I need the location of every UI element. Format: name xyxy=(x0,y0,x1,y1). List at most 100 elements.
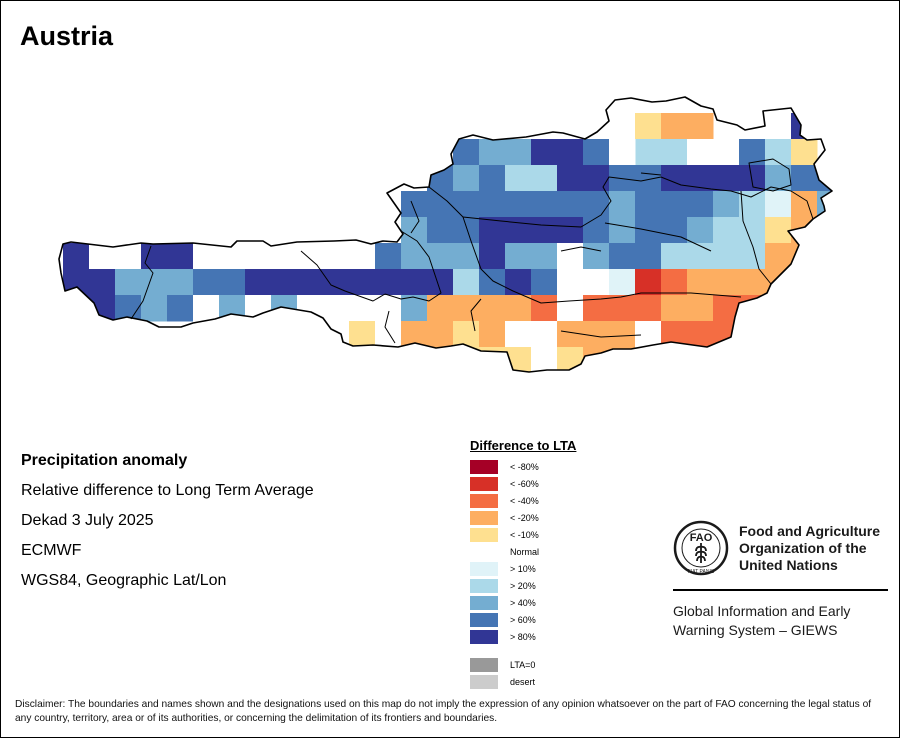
legend-title: Difference to LTA xyxy=(470,438,577,453)
grid-cell xyxy=(583,165,610,192)
grid-cell xyxy=(245,269,272,296)
grid-cell xyxy=(557,295,584,322)
legend-item: > 80% xyxy=(470,630,536,644)
legend-swatch xyxy=(470,613,498,627)
grid-cell xyxy=(531,243,558,270)
grid-cell xyxy=(401,373,428,400)
grid-cell xyxy=(869,191,896,218)
grid-cell xyxy=(557,191,584,218)
grid-cell xyxy=(661,113,688,140)
grid-cell xyxy=(765,243,792,270)
grid-cell xyxy=(479,139,506,166)
grid-cell xyxy=(843,269,870,296)
grid-cell xyxy=(479,321,506,348)
legend-item: Normal xyxy=(470,545,539,559)
grid-cell xyxy=(401,269,428,296)
grid-cell xyxy=(531,217,558,244)
grid-cell xyxy=(791,113,818,140)
legend-item: < -80% xyxy=(470,460,539,474)
giews-line: Global Information and Early xyxy=(673,603,851,619)
grid-cell xyxy=(531,295,558,322)
grid-cell xyxy=(635,347,662,372)
giews-name: Global Information and Early Warning Sys… xyxy=(673,602,850,640)
grid-cell xyxy=(401,295,428,322)
grid-cell xyxy=(583,243,610,270)
grid-cell xyxy=(843,295,870,322)
fao-motto: FIAT PANIS xyxy=(688,569,715,575)
grid-cell xyxy=(765,217,792,244)
grid-cell xyxy=(609,243,636,270)
grid-cell xyxy=(791,269,818,296)
grid-cell xyxy=(479,243,506,270)
grid-cell xyxy=(349,347,376,372)
grid-cell xyxy=(401,191,428,218)
grid-cell xyxy=(141,243,168,270)
grid-cell xyxy=(635,243,662,270)
grid-cell xyxy=(141,295,168,322)
grid-cell xyxy=(167,243,194,270)
legend-swatch xyxy=(470,545,498,559)
grid-cell xyxy=(63,295,90,322)
grid-cell xyxy=(791,295,818,322)
legend-swatch xyxy=(470,494,498,508)
grid-cell xyxy=(375,373,402,400)
giews-line: Warning System – GIEWS xyxy=(673,622,838,638)
grid-cell xyxy=(505,139,532,166)
grid-cell xyxy=(609,321,636,348)
grid-cell xyxy=(115,269,142,296)
grid-cell xyxy=(661,243,688,270)
grid-cell xyxy=(349,373,376,400)
grid-cell xyxy=(89,269,116,296)
grid-cell xyxy=(817,295,832,322)
grid-cell xyxy=(531,373,558,400)
grid-cell xyxy=(453,191,480,218)
grid-cell xyxy=(791,165,818,192)
legend-label: LTA=0 xyxy=(510,660,536,670)
country-border xyxy=(58,96,833,373)
grid-cell xyxy=(271,269,298,296)
legend-item: > 40% xyxy=(470,596,536,610)
grid-cell xyxy=(427,243,454,270)
grid-cell xyxy=(531,321,558,348)
grid-cell xyxy=(713,243,740,270)
legend-swatch xyxy=(470,630,498,644)
grid-cell xyxy=(609,139,636,166)
grid-cell xyxy=(817,165,832,192)
grid-cell xyxy=(193,269,220,296)
grid-cell xyxy=(453,243,480,270)
grid-cell xyxy=(713,165,740,192)
legend-label: < -20% xyxy=(510,513,539,523)
grid-cell xyxy=(583,269,610,296)
grid-cell xyxy=(427,373,454,400)
grid-cell xyxy=(479,373,506,400)
grid-cell xyxy=(661,269,688,296)
grid-cell xyxy=(739,347,766,372)
info-description: Relative difference to Long Term Average xyxy=(21,482,314,499)
grid-cell xyxy=(505,269,532,296)
grid-cell xyxy=(609,269,636,296)
grid-cell xyxy=(115,243,142,270)
grid-cell xyxy=(609,217,636,244)
grid-cell xyxy=(635,321,662,348)
fao-emblem-icon: FAO FIAT PANIS xyxy=(673,520,729,576)
grid-cell xyxy=(609,191,636,218)
legend-item: < -40% xyxy=(470,494,539,508)
grid-cell xyxy=(505,165,532,192)
grid-cell xyxy=(583,321,610,348)
grid-cell xyxy=(427,217,454,244)
legend-label: > 60% xyxy=(510,615,536,625)
legend-item: desert xyxy=(470,675,535,689)
legend-label: > 20% xyxy=(510,581,536,591)
info-heading: Precipitation anomaly xyxy=(21,452,188,469)
fao-emblem-text: FAO xyxy=(690,532,713,544)
grid-cell xyxy=(791,321,818,348)
grid-cell xyxy=(453,295,480,322)
grid-cell xyxy=(245,243,272,270)
grid-cell xyxy=(453,217,480,244)
grid-cell xyxy=(557,399,584,426)
grid-cell xyxy=(661,191,688,218)
grid-cell xyxy=(505,191,532,218)
legend-label: < -80% xyxy=(510,462,539,472)
province-borders xyxy=(130,158,814,344)
fao-name-line: Food and Agriculture xyxy=(739,523,881,539)
